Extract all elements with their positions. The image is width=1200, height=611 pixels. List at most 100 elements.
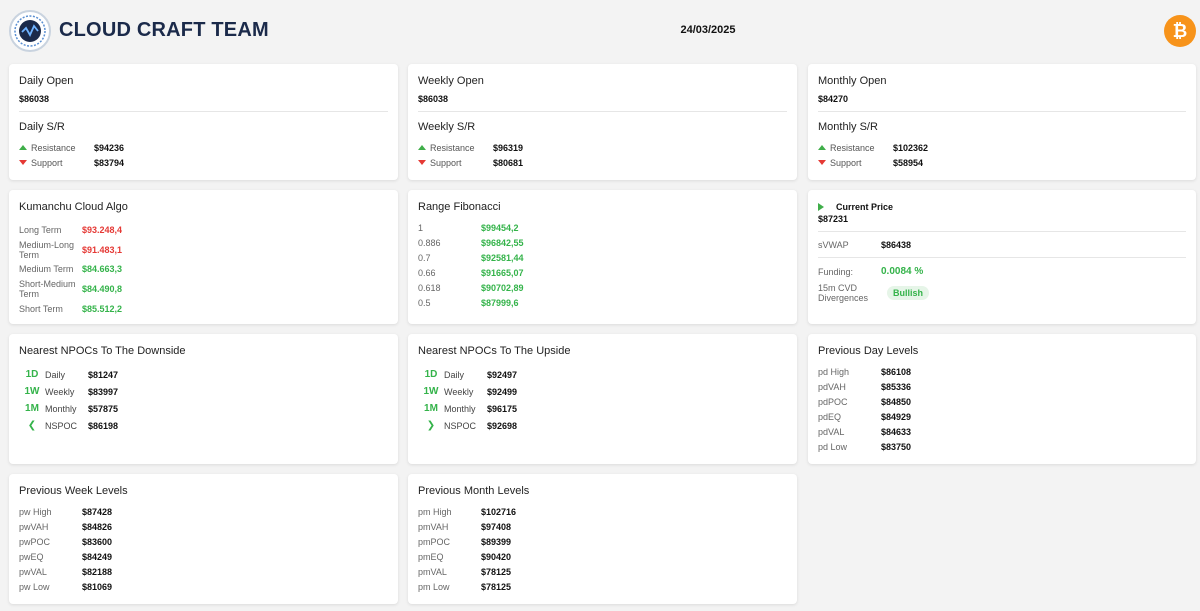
algo-label: Short Term bbox=[19, 303, 63, 314]
algo-label: Medium-Long Term bbox=[19, 239, 75, 260]
monthly-sr-title: Monthly S/R bbox=[818, 121, 878, 133]
list-item: pw Low $81069 bbox=[19, 579, 388, 594]
support-value: $83794 bbox=[94, 157, 125, 168]
resistance-row: Resistance $96319 bbox=[418, 140, 787, 155]
fib-value: $96842,55 bbox=[481, 237, 524, 248]
prev-week-card: Previous Week Levels pw High $87428 pwVAH… bbox=[9, 474, 398, 604]
wave-logo-icon[interactable] bbox=[9, 10, 51, 52]
brand-title: CLOUD CRAFT TEAM bbox=[59, 19, 269, 41]
resistance-label: Resistance bbox=[830, 142, 875, 153]
list-item: 1M Monthly $57875 bbox=[19, 400, 388, 417]
timeframe-code: 1D bbox=[424, 369, 438, 380]
list-item: pd Low $83750 bbox=[818, 439, 1186, 454]
divider bbox=[818, 231, 1186, 232]
list-item: 0.618 $90702,89 bbox=[418, 280, 787, 295]
fib-value: $90702,89 bbox=[481, 282, 524, 293]
level-value: $97408 bbox=[481, 521, 512, 532]
fib-level: 1 bbox=[418, 222, 424, 233]
fib-value: $87999,6 bbox=[481, 297, 519, 308]
timeframe-code: 1W bbox=[423, 386, 439, 397]
prev-day-card: Previous Day Levels pd High $86108 pdVAH $… bbox=[808, 334, 1196, 464]
list-item: pdVAL $84633 bbox=[818, 424, 1186, 439]
price-card: Current Price $87231 sVWAP $86438 Fundin… bbox=[808, 190, 1196, 324]
list-item: 0.66 $91665,07 bbox=[418, 265, 787, 280]
level-label: pwEQ bbox=[19, 551, 44, 562]
level-label: pmVAH bbox=[418, 521, 449, 532]
timeframe-label: Weekly bbox=[444, 386, 474, 397]
chevron-left-icon: ❮ bbox=[27, 420, 37, 431]
fib-value: $91665,07 bbox=[481, 267, 524, 278]
fib-value: $92581,44 bbox=[481, 252, 524, 263]
level-value: $84929 bbox=[881, 411, 912, 422]
list-item: pwVAH $84826 bbox=[19, 519, 388, 534]
level-label: pmEQ bbox=[418, 551, 444, 562]
list-item: pw High $87428 bbox=[19, 504, 388, 519]
timeframe-code: 1W bbox=[24, 386, 40, 397]
fib-level: 0.5 bbox=[418, 297, 431, 308]
daily-card: Daily Open $86038 Daily S/R Resistance $… bbox=[9, 64, 398, 180]
npoc-value: $81247 bbox=[88, 369, 119, 380]
prev-month-card: Previous Month Levels pm High $102716 pmV… bbox=[408, 474, 797, 604]
list-item: pm Low $78125 bbox=[418, 579, 787, 594]
fib-value: $99454,2 bbox=[481, 222, 519, 233]
level-label: pmVAL bbox=[418, 566, 447, 577]
list-item: pwVAL $82188 bbox=[19, 564, 388, 579]
list-item: 1D Daily $81247 bbox=[19, 366, 388, 383]
npoc-value: $96175 bbox=[487, 403, 518, 414]
level-label: pd High bbox=[818, 366, 850, 377]
funding-value: 0.0084 % bbox=[881, 266, 924, 277]
bitcoin-icon[interactable]: ₿ bbox=[1164, 15, 1196, 47]
arrow-down-icon bbox=[19, 160, 27, 165]
timeframe-label: NSPOC bbox=[45, 420, 78, 431]
svwap-value: $86438 bbox=[881, 240, 912, 250]
algo-value: $84.663,3 bbox=[82, 264, 123, 275]
level-label: pm Low bbox=[418, 581, 450, 592]
list-item: ❯ NSPOC $92698 bbox=[418, 417, 787, 434]
npoc-value: $83997 bbox=[88, 386, 119, 397]
list-item: pdEQ $84929 bbox=[818, 409, 1186, 424]
timeframe-code: 1M bbox=[25, 403, 39, 414]
weekly-sr-title: Weekly S/R bbox=[418, 121, 476, 133]
divider bbox=[818, 111, 1186, 112]
daily-sr-title: Daily S/R bbox=[19, 121, 65, 133]
list-item: pmVAL $78125 bbox=[418, 564, 787, 579]
timeframe-label: Weekly bbox=[45, 386, 75, 397]
timeframe-code: 1D bbox=[25, 369, 39, 380]
divider bbox=[818, 257, 1186, 258]
resistance-row: Resistance $102362 bbox=[818, 140, 1186, 155]
level-label: pdEQ bbox=[818, 411, 842, 422]
timeframe-label: Monthly bbox=[444, 403, 476, 414]
monthly-open-value: $84270 bbox=[818, 94, 849, 104]
algo-value: $93.248,4 bbox=[82, 224, 123, 235]
npoc-value: $86198 bbox=[88, 420, 119, 431]
list-item: pwEQ $84249 bbox=[19, 549, 388, 564]
support-value: $58954 bbox=[893, 157, 924, 168]
report-date: 24/03/2025 bbox=[680, 24, 736, 36]
resistance-label: Resistance bbox=[31, 142, 76, 153]
resistance-value: $102362 bbox=[893, 142, 929, 153]
level-value: $87428 bbox=[82, 506, 113, 517]
level-value: $90420 bbox=[481, 551, 512, 562]
prev-month-title: Previous Month Levels bbox=[418, 485, 530, 497]
level-label: pwPOC bbox=[19, 536, 51, 547]
timeframe-label: Monthly bbox=[45, 403, 77, 414]
algo-label: Long Term bbox=[19, 224, 62, 235]
fib-level: 0.7 bbox=[418, 252, 431, 263]
prev-week-title: Previous Week Levels bbox=[19, 485, 128, 497]
timeframe-label: NSPOC bbox=[444, 420, 477, 431]
level-value: $78125 bbox=[481, 566, 512, 577]
list-item: 1W Weekly $83997 bbox=[19, 383, 388, 400]
list-item: pd High $86108 bbox=[818, 364, 1186, 379]
level-label: pd Low bbox=[818, 441, 848, 452]
svwap-row: sVWAP $86438 bbox=[818, 240, 1186, 250]
npoc-value: $92499 bbox=[487, 386, 518, 397]
status-badge: Bullish bbox=[887, 286, 930, 300]
npoc-value: $92698 bbox=[487, 420, 518, 431]
list-item: 1D Daily $92497 bbox=[418, 366, 787, 383]
daily-open-title: Daily Open bbox=[19, 75, 74, 87]
weekly-card: Weekly Open $86038 Weekly S/R Resistance… bbox=[408, 64, 797, 180]
chevron-right-icon: ❯ bbox=[426, 420, 436, 431]
divider bbox=[418, 111, 787, 112]
weekly-open-value: $86038 bbox=[418, 94, 449, 104]
funding-label: Funding: bbox=[818, 266, 854, 277]
